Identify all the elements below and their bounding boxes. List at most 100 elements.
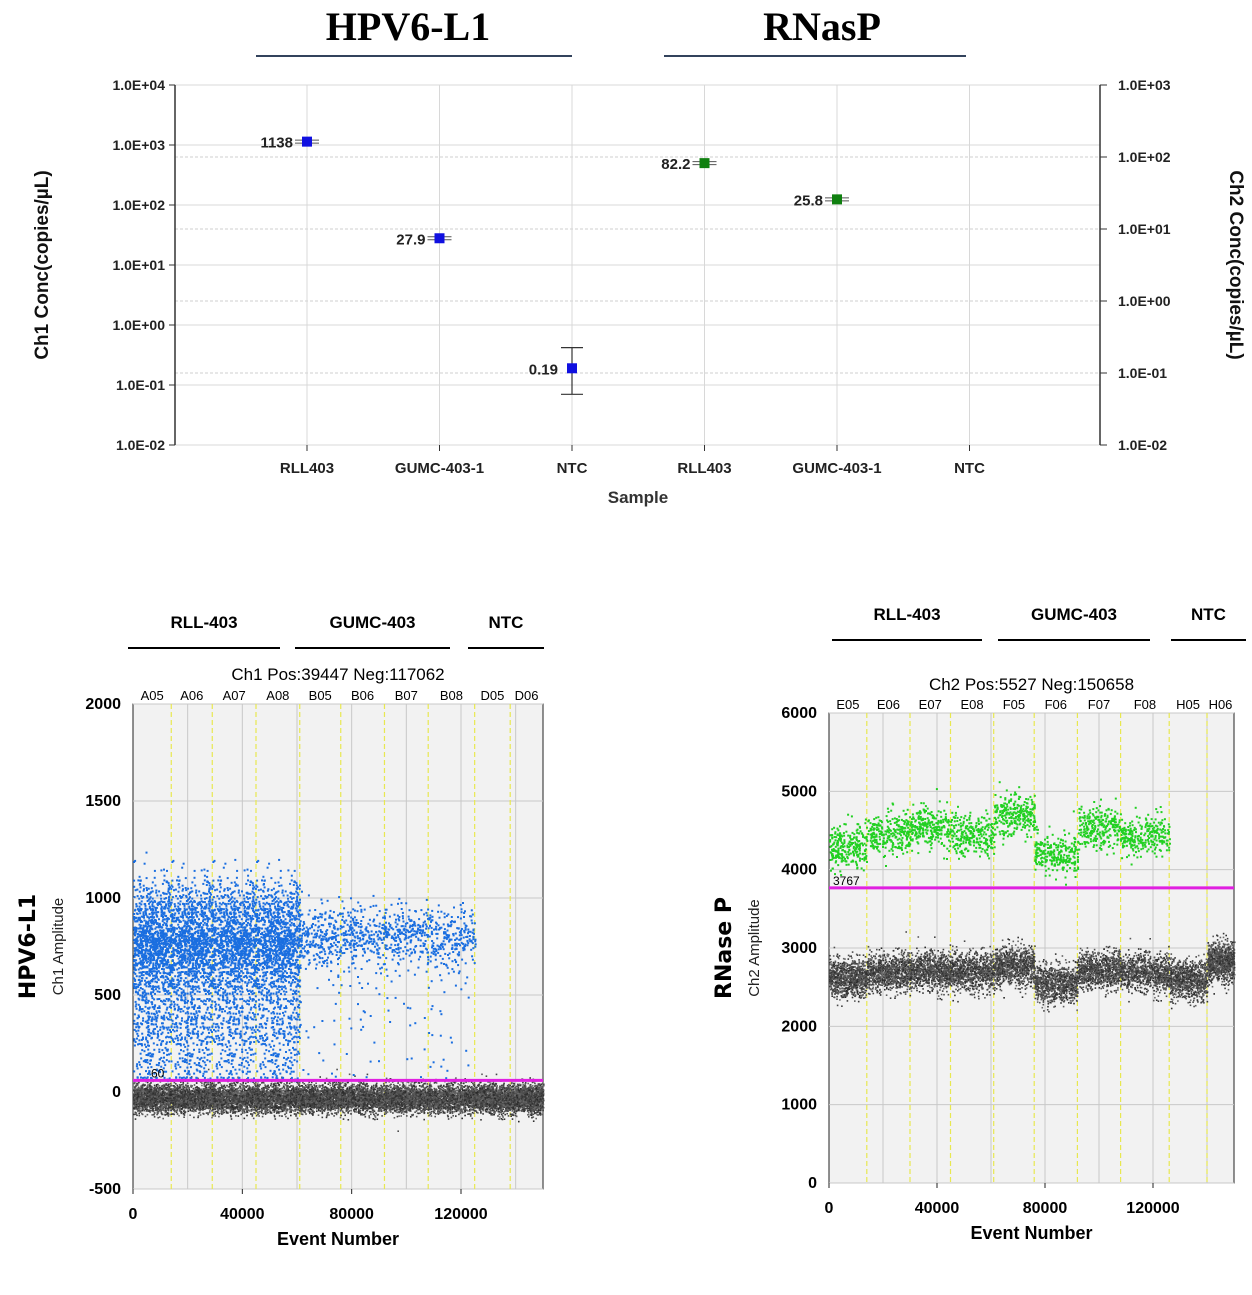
right-tick-label: 1.0E+02	[1118, 149, 1171, 165]
x-tick-label: 120000	[1126, 1200, 1179, 1217]
well-label: A08	[266, 688, 289, 703]
right-y-axis-label: Ch2 Conc(copies/µL)	[1225, 170, 1246, 359]
left-tick-label: 1.0E+02	[112, 197, 165, 213]
y-tick-label: 4000	[781, 862, 817, 879]
well-label: A07	[223, 688, 246, 703]
data-label: 27.9	[396, 231, 425, 248]
well-label: A06	[180, 688, 203, 703]
well-label: F05	[1003, 697, 1025, 712]
y-tick-label: 5000	[781, 783, 817, 800]
group-label: RLL-403	[170, 613, 237, 632]
data-label: 25.8	[794, 192, 823, 209]
y-tick-label: 0	[808, 1175, 817, 1192]
data-point	[302, 136, 312, 147]
droplets	[829, 781, 1236, 1013]
well-label: B08	[440, 688, 463, 703]
droplets	[133, 851, 545, 1132]
group-label: NTC	[489, 613, 524, 632]
threshold-label: 60	[151, 1066, 165, 1080]
left-tick-label: 1.0E+04	[112, 77, 165, 93]
panel-title: Ch2 Pos:5527 Neg:150658	[929, 675, 1134, 694]
x-axis-label: Sample	[608, 488, 668, 507]
data-label: 1138	[260, 135, 293, 152]
y-tick-label: 0	[112, 1084, 121, 1101]
well-label: D05	[481, 688, 505, 703]
x-tick-label: 0	[129, 1206, 138, 1223]
threshold-label: 3767	[833, 874, 860, 888]
well-label: H05	[1176, 697, 1200, 712]
category-label: RLL403	[677, 460, 731, 477]
data-label: 0.19	[529, 361, 558, 378]
well-label: E08	[961, 697, 984, 712]
right-tick-label: 1.0E-01	[1118, 365, 1167, 381]
group-label: NTC	[1191, 605, 1226, 624]
category-label: GUMC-403-1	[792, 460, 881, 477]
well-label: E07	[919, 697, 942, 712]
well-label: D06	[515, 688, 539, 703]
data-point	[832, 194, 842, 205]
well-label: E05	[836, 697, 859, 712]
y-tick-label: 1000	[85, 890, 121, 907]
well-label: H06	[1209, 697, 1233, 712]
well-label: F08	[1134, 697, 1156, 712]
y-tick-label: 1500	[85, 793, 121, 810]
left-tick-label: 1.0E+03	[112, 137, 165, 153]
group-label: GUMC-403	[1031, 605, 1117, 624]
well-label: F07	[1088, 697, 1110, 712]
x-tick-label: 80000	[1023, 1200, 1068, 1217]
well-label: E06	[877, 697, 900, 712]
left-y-axis: 1.0E-02 1.0E-01 1.0E+00 1.0E+01 1.0E+02 1.0E+…	[112, 77, 176, 453]
y-axis-label: Ch2 Amplitude	[746, 899, 763, 997]
y-tick-label: 2000	[781, 1018, 817, 1035]
data-point	[699, 158, 710, 169]
header-title-rnasp: RNasP	[763, 4, 881, 49]
y-tick-label: 2000	[85, 696, 121, 713]
right-tick-label: 1.0E+01	[1118, 221, 1171, 237]
x-axis-categories: RLL403 GUMC-403-1 NTC RLL403 GUMC-403-1 NTC	[280, 445, 985, 477]
left-tick-label: 1.0E+00	[112, 317, 165, 333]
data-label: 82.2	[661, 156, 690, 173]
category-label: RLL403	[280, 460, 334, 477]
data-point	[434, 233, 445, 244]
group-label: GUMC-403	[330, 613, 416, 632]
y-tick-label: 500	[94, 987, 121, 1004]
x-axis-label: Event Number	[277, 1229, 399, 1249]
ch1-amplitude-panel: RLL-403 GUMC-403 NTC Ch1 Pos:39447 Neg:1170…	[16, 613, 545, 1249]
left-tick-label: 1.0E-01	[116, 377, 165, 393]
concentration-grid	[175, 84, 1100, 446]
right-y-axis: 1.0E-02 1.0E-01 1.0E+00 1.0E+01 1.0E+02 1.0E+…	[1099, 77, 1171, 453]
concentration-chart: 1.0E-02 1.0E-01 1.0E+00 1.0E+01 1.0E+02 1.0E+…	[32, 77, 1246, 507]
category-label: NTC	[557, 460, 588, 477]
y-tick-label: -500	[89, 1181, 121, 1198]
well-label: A05	[141, 688, 164, 703]
well-label: F06	[1045, 697, 1067, 712]
well-label: B07	[395, 688, 418, 703]
concentration-points: 1138 27.9 0.19 82.2 25.8	[260, 135, 849, 395]
data-point	[567, 363, 577, 374]
x-tick-label: 120000	[434, 1206, 487, 1223]
x-tick-label: 80000	[329, 1206, 374, 1223]
left-tick-label: 1.0E+01	[112, 257, 165, 273]
header-title-hpv6: HPV6-L1	[326, 4, 490, 49]
y-tick-label: 3000	[781, 940, 817, 957]
category-label: NTC	[954, 460, 985, 477]
group-label: RLL-403	[873, 605, 940, 624]
x-tick-label: 40000	[915, 1200, 960, 1217]
left-y-axis-label: Ch1 Conc(copies/µL)	[32, 170, 53, 359]
right-tick-label: 1.0E+00	[1118, 293, 1171, 309]
well-label: B06	[351, 688, 374, 703]
right-tick-label: 1.0E+03	[1118, 77, 1171, 93]
left-tick-label: 1.0E-02	[116, 437, 165, 453]
x-tick-label: 0	[825, 1200, 834, 1217]
panel-title: Ch1 Pos:39447 Neg:117062	[231, 665, 444, 684]
x-axis-label: Event Number	[970, 1223, 1092, 1243]
category-label: GUMC-403-1	[395, 460, 484, 477]
well-label: B05	[309, 688, 332, 703]
side-label: HPV6-L1	[16, 894, 41, 999]
x-tick-label: 40000	[220, 1206, 265, 1223]
side-label: RNase P	[712, 897, 737, 999]
ch2-amplitude-panel: RLL-403 GUMC-403 NTC Ch2 Pos:5527 Neg:15065…	[712, 605, 1246, 1243]
right-tick-label: 1.0E-02	[1118, 437, 1167, 453]
y-axis-label: Ch1 Amplitude	[50, 898, 67, 996]
